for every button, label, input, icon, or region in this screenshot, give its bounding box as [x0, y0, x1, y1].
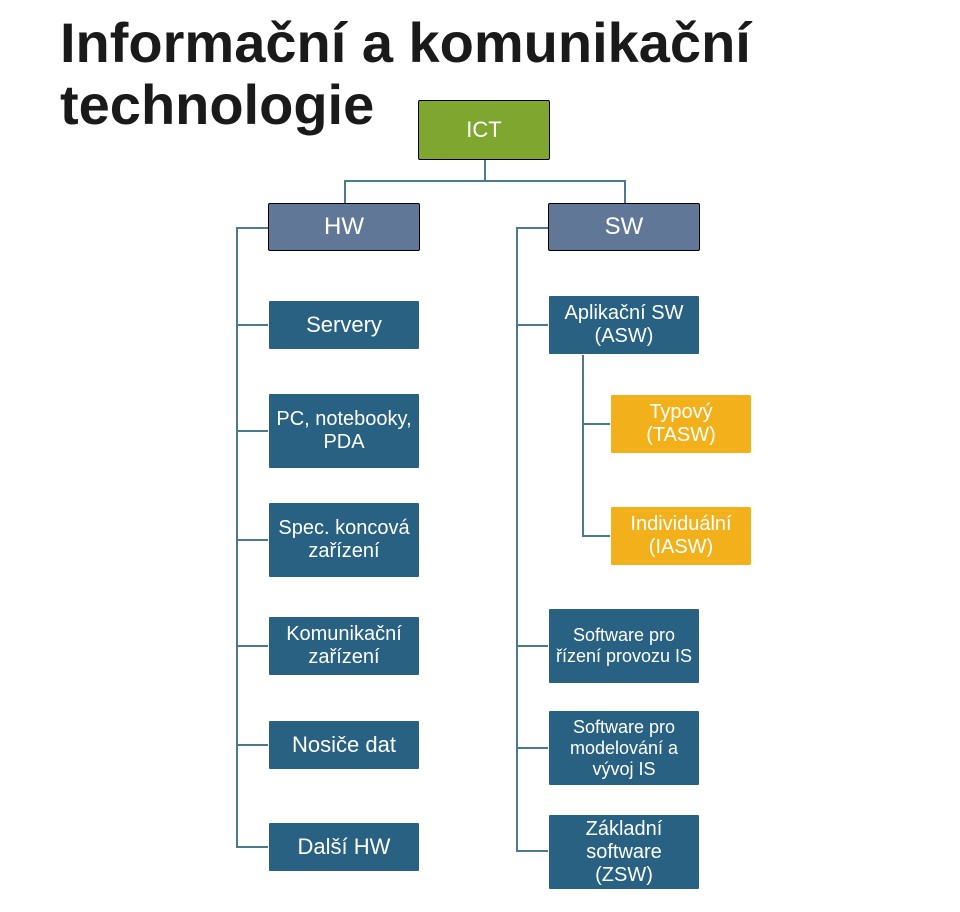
connector-line	[236, 430, 268, 432]
connector-line	[516, 645, 548, 647]
connector-line	[344, 180, 626, 182]
connector-line	[236, 227, 238, 848]
node-sw-modelovani: Software pro modelování a vývoj IS	[548, 710, 700, 786]
connector-line	[344, 180, 346, 203]
node-nosice-dat: Nosiče dat	[268, 720, 420, 770]
page: Informační a komunikační technologie ICT…	[0, 0, 960, 912]
connector-line	[484, 160, 486, 180]
connector-line	[236, 227, 268, 229]
connector-line	[516, 227, 548, 229]
node-servery: Servery	[268, 300, 420, 350]
node-ict: ICT	[418, 100, 550, 160]
node-sw-provozu: Software pro řízení provozu IS	[548, 608, 700, 684]
connector-line	[624, 180, 626, 203]
connector-line	[236, 324, 268, 326]
node-asw: Aplikační SW (ASW)	[548, 295, 700, 355]
node-iasw: Individuální (IASW)	[610, 506, 752, 566]
node-komunikacni: Komunikační zařízení	[268, 616, 420, 676]
connector-line	[516, 227, 518, 852]
connector-line	[236, 539, 268, 541]
connector-line	[582, 355, 584, 537]
node-tasw: Typový (TASW)	[610, 394, 752, 454]
connector-line	[582, 423, 610, 425]
connector-line	[582, 535, 610, 537]
node-zsw: Základní software (ZSW)	[548, 814, 700, 890]
node-sw: SW	[548, 203, 700, 251]
node-dalsi-hw: Další HW	[268, 822, 420, 872]
node-hw: HW	[268, 203, 420, 251]
connector-line	[516, 324, 548, 326]
connector-line	[236, 645, 268, 647]
connector-line	[516, 850, 548, 852]
connector-line	[236, 846, 268, 848]
node-spec: Spec. koncová zařízení	[268, 502, 420, 578]
node-pc: PC, notebooky, PDA	[268, 393, 420, 469]
connector-line	[236, 744, 268, 746]
connector-line	[516, 747, 548, 749]
